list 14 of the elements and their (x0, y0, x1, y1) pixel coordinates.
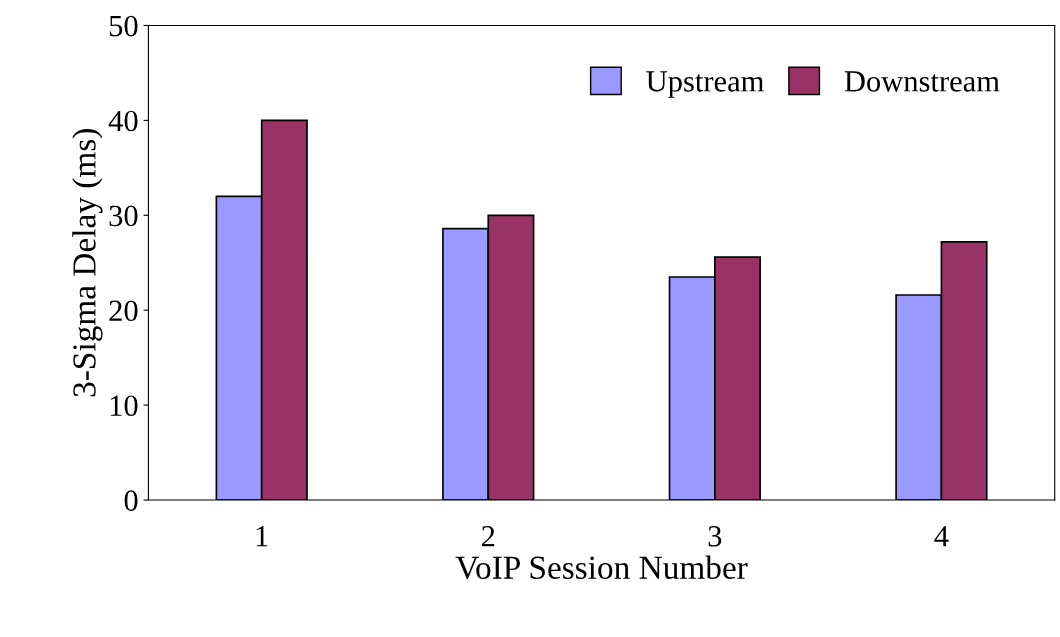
legend-label: Upstream (646, 71, 764, 98)
y-tick-label: 40 (108, 110, 138, 132)
x-axis-title: VoIP Session Number (455, 555, 748, 580)
y-tick-label: 30 (109, 205, 138, 227)
x-tick-label: 4 (934, 526, 949, 547)
y-tick-label: 20 (109, 300, 138, 322)
x-tick-label: 2 (481, 526, 495, 547)
y-tick-label: 50 (109, 15, 138, 37)
x-tick-label: 1 (256, 526, 268, 547)
y-axis-title: 3-Sigma Delay (ms) (72, 129, 103, 397)
y-tick-label: 0 (124, 490, 138, 511)
legend-label: Downstream (844, 71, 1000, 92)
x-tick-label: 3 (708, 526, 722, 547)
y-tick-label: 10 (110, 395, 138, 417)
